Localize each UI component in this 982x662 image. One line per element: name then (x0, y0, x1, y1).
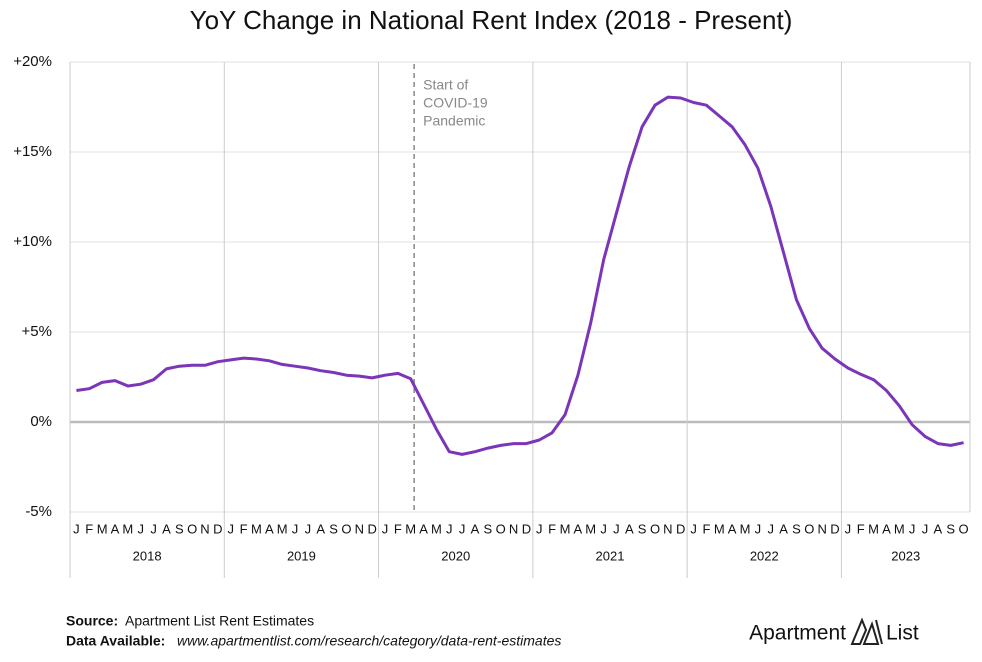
x-tick-label: S (175, 521, 184, 536)
x-tick-label: J (536, 521, 543, 536)
x-tick-label: J (613, 521, 620, 536)
logo-text: Apartment (749, 622, 846, 645)
x-tick-label: S (484, 521, 493, 536)
x-tick-label: N (355, 521, 364, 536)
x-tick-label: J (292, 521, 299, 536)
y-tick-label: +20% (13, 53, 52, 70)
x-tick-label: M (714, 521, 725, 536)
x-tick-label: M (560, 521, 571, 536)
x-tick-label: J (922, 521, 929, 536)
x-tick-label: S (946, 521, 955, 536)
annotation-text: Start of (423, 77, 468, 93)
x-tick-label: M (894, 521, 905, 536)
x-tick-label: A (934, 521, 943, 536)
x-tick-label: O (187, 521, 197, 536)
x-tick-label: J (845, 521, 852, 536)
y-tick-label: +15% (13, 143, 52, 160)
x-tick-label: J (459, 521, 466, 536)
x-tick-label: A (882, 521, 891, 536)
x-tick-label: O (341, 521, 351, 536)
x-tick-label: N (663, 521, 672, 536)
x-tick-label: J (305, 521, 312, 536)
x-tick-label: M (122, 521, 133, 536)
x-tick-label: S (638, 521, 647, 536)
x-tick-label: A (728, 521, 737, 536)
x-tick-label: A (419, 521, 428, 536)
y-tick-label: -5% (25, 503, 52, 520)
x-tick-label: A (265, 521, 274, 536)
x-tick-label: M (405, 521, 416, 536)
source-label: Source: (66, 613, 118, 629)
x-tick-label: O (650, 521, 660, 536)
x-tick-label: F (857, 521, 865, 536)
x-tick-label: J (73, 521, 80, 536)
y-tick-label: +5% (22, 323, 52, 340)
x-tick-label: D (676, 521, 685, 536)
x-tick-label: A (779, 521, 788, 536)
year-label: 2019 (287, 548, 316, 563)
chart-title: YoY Change in National Rent Index (2018 … (190, 5, 793, 35)
year-label: 2023 (891, 548, 920, 563)
x-tick-label: A (316, 521, 325, 536)
x-tick-label: M (277, 521, 288, 536)
annotation-text: Pandemic (423, 113, 485, 129)
year-label: 2021 (596, 548, 625, 563)
logo-text: List (886, 622, 919, 645)
x-tick-label: D (367, 521, 376, 536)
x-tick-label: J (227, 521, 234, 536)
y-tick-label: +10% (13, 233, 52, 250)
x-tick-label: S (329, 521, 338, 536)
x-tick-label: F (240, 521, 248, 536)
x-tick-label: D (522, 521, 531, 536)
x-tick-label: A (574, 521, 583, 536)
line (76, 95, 964, 456)
data-label: Data Available: (66, 633, 165, 649)
x-tick-label: O (496, 521, 506, 536)
x-tick-label: J (382, 521, 389, 536)
x-tick-label: F (702, 521, 710, 536)
x-tick-label: N (509, 521, 518, 536)
x-tick-label: D (213, 521, 222, 536)
x-tick-label: N (817, 521, 826, 536)
x-tick-label: O (804, 521, 814, 536)
x-tick-label: N (200, 521, 209, 536)
x-tick-label: J (150, 521, 157, 536)
annotation-text: COVID-19 (423, 95, 488, 111)
x-tick-label: A (625, 521, 634, 536)
x-tick-label: J (767, 521, 774, 536)
x-tick-label: J (909, 521, 916, 536)
x-tick-label: F (394, 521, 402, 536)
x-tick-label: J (137, 521, 144, 536)
x-tick-label: M (431, 521, 442, 536)
x-tick-label: J (690, 521, 697, 536)
x-tick-label: J (600, 521, 607, 536)
year-label: 2020 (441, 548, 470, 563)
x-tick-label: O (959, 521, 969, 536)
year-label: 2018 (133, 548, 162, 563)
year-label: 2022 (750, 548, 779, 563)
x-tick-label: A (111, 521, 120, 536)
x-tick-label: A (471, 521, 480, 536)
x-tick-label: F (548, 521, 556, 536)
x-tick-label: S (792, 521, 801, 536)
x-tick-label: M (868, 521, 879, 536)
data-url: www.apartmentlist.com/research/category/… (177, 633, 561, 649)
x-tick-label: A (162, 521, 171, 536)
logo-icon (850, 617, 883, 645)
y-tick-label: 0% (30, 413, 52, 430)
x-tick-label: D (830, 521, 839, 536)
x-tick-label: J (446, 521, 453, 536)
x-tick-label: F (85, 521, 93, 536)
x-tick-label: M (251, 521, 262, 536)
x-tick-label: J (755, 521, 762, 536)
x-tick-label: M (740, 521, 751, 536)
x-tick-label: M (585, 521, 596, 536)
source: Apartment List Rent Estimates (125, 613, 314, 629)
x-tick-label: M (97, 521, 108, 536)
